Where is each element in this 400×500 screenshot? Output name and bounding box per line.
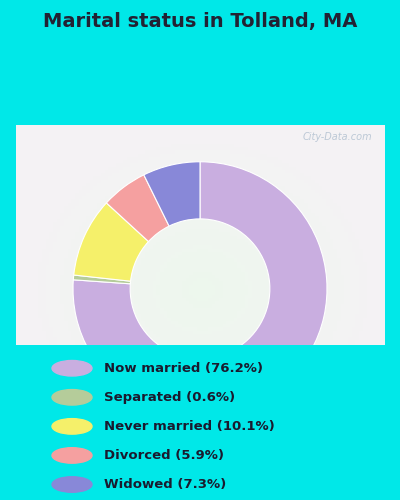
Wedge shape xyxy=(73,162,327,415)
Wedge shape xyxy=(74,203,148,281)
Wedge shape xyxy=(144,162,200,226)
Wedge shape xyxy=(73,275,130,284)
Circle shape xyxy=(52,418,92,434)
Circle shape xyxy=(52,390,92,405)
Text: Marital status in Tolland, MA: Marital status in Tolland, MA xyxy=(43,12,357,32)
Circle shape xyxy=(52,360,92,376)
Text: Divorced (5.9%): Divorced (5.9%) xyxy=(104,449,224,462)
Text: City-Data.com: City-Data.com xyxy=(302,132,372,142)
Text: Widowed (7.3%): Widowed (7.3%) xyxy=(104,478,226,491)
Text: Now married (76.2%): Now married (76.2%) xyxy=(104,362,263,375)
Wedge shape xyxy=(106,175,169,242)
Circle shape xyxy=(52,477,92,492)
Text: Never married (10.1%): Never married (10.1%) xyxy=(104,420,275,433)
Circle shape xyxy=(52,448,92,463)
Text: Separated (0.6%): Separated (0.6%) xyxy=(104,391,235,404)
